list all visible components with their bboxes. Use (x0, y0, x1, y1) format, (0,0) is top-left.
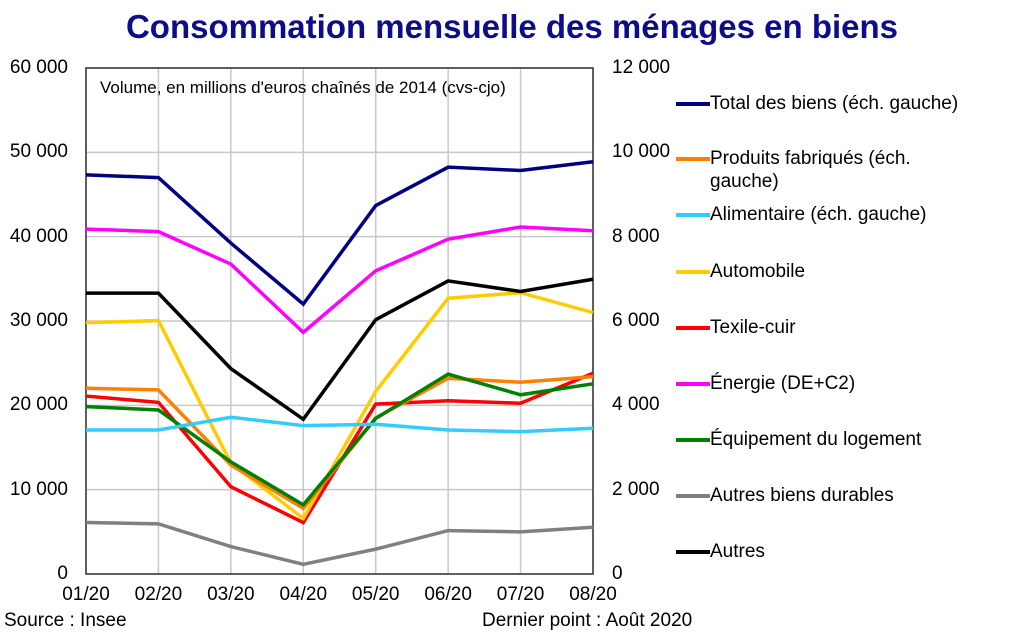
legend-label: Autres (710, 541, 765, 562)
x-tick-label: 08/20 (569, 584, 617, 605)
legend-item: Autres biens durables (676, 484, 1021, 507)
x-tick-label: 03/20 (207, 584, 255, 605)
legend-swatch (676, 157, 710, 161)
legend-label: Équipement du logement (710, 429, 922, 450)
source-note: Source : Insee (4, 610, 127, 631)
legend-label: Total des biens (éch. gauche) (710, 93, 959, 114)
y-left-tick-label: 40 000 (9, 225, 68, 247)
legend-item: Énergie (DE+C2) (676, 372, 1021, 395)
series-line-1 (85, 374, 594, 511)
legend-label: Automobile (710, 261, 806, 282)
last-point-note: Dernier point : Août 2020 (482, 610, 693, 631)
legend-item: Produits fabriqués (éch. gauche) (676, 147, 1021, 193)
y-right-tick-label: 12 000 (612, 57, 671, 78)
series-line-6 (85, 372, 594, 508)
y-left-tick-label: 10 000 (9, 478, 68, 500)
legend-item: Texile-cuir (676, 316, 1021, 339)
y-left-tick-label: 20 000 (9, 394, 68, 416)
legend-swatch (676, 550, 710, 554)
y-right-tick-label: 4 000 (612, 394, 660, 416)
y-right-tick-label: 8 000 (612, 225, 660, 247)
legend-swatch (676, 494, 710, 498)
legend-label: Énergie (DE+C2) (710, 373, 856, 394)
y-left-tick-label: 50 000 (9, 141, 68, 163)
legend-swatch (676, 382, 710, 386)
x-tick-label: 01/20 (62, 584, 110, 605)
legend-swatch (676, 438, 710, 442)
y-left-tick-label: 60 000 (9, 57, 68, 78)
series-line-7 (85, 520, 594, 567)
y-left-tick-label: 30 000 (9, 310, 68, 331)
legend-label: Autres biens durables (710, 485, 894, 506)
legend-swatch (676, 102, 710, 106)
chart-title: Consommation mensuelle des ménages en bi… (125, 8, 899, 45)
chart-subtitle: Volume, en millions d'euros chaînés de 2… (100, 78, 506, 97)
legend-item: Automobile (676, 260, 1021, 283)
x-tick-label: 07/20 (496, 584, 545, 605)
series-line-8 (86, 277, 594, 422)
legend-item: Total des biens (éch. gauche) (676, 92, 1021, 115)
series-line-2 (86, 415, 594, 434)
legend-item: Autres (676, 540, 1021, 563)
legend-item: Équipement du logement (676, 428, 1021, 451)
x-tick-label: 02/20 (134, 584, 183, 605)
x-tick-label: 06/20 (424, 584, 472, 605)
y-right-tick-label: 0 (612, 563, 623, 584)
legend-swatch (676, 213, 710, 217)
series-line-5 (85, 225, 594, 335)
x-tick-label: 05/20 (351, 584, 400, 605)
y-right-tick-label: 10 000 (612, 141, 671, 163)
y-right-tick-label: 2 000 (612, 478, 660, 500)
y-left-tick-label: 0 (57, 563, 68, 584)
x-tick-label: 04/20 (279, 584, 328, 605)
legend-label: Texile-cuir (710, 317, 796, 338)
legend-label: Alimentaire (éch. gauche) (710, 204, 927, 225)
legend-item: Alimentaire (éch. gauche) (676, 203, 1021, 226)
series-line-0 (85, 160, 594, 307)
legend-swatch (676, 270, 710, 274)
legend-swatch (676, 326, 710, 330)
series-line-3 (85, 290, 594, 521)
y-right-tick-label: 6 000 (612, 310, 660, 331)
legend-label: Produits fabriqués (éch. gauche) (710, 148, 911, 192)
